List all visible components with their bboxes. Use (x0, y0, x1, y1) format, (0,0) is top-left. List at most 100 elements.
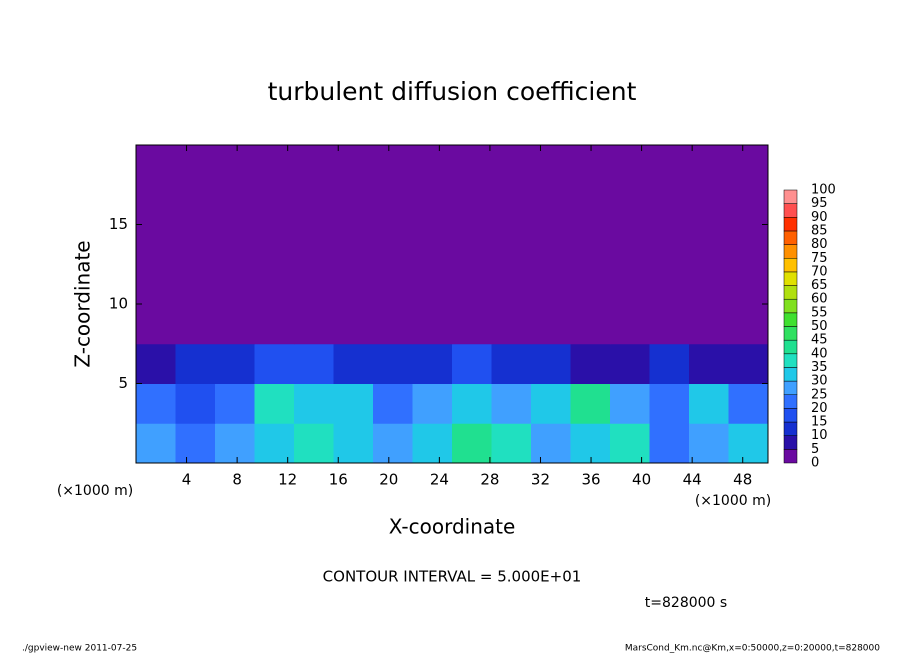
heatmap-cell (373, 264, 413, 305)
heatmap-cell (491, 145, 532, 186)
heatmap-cell (689, 383, 729, 424)
heatmap-cell (294, 264, 334, 305)
colorbar-box (783, 230, 798, 245)
heatmap-cell (491, 184, 532, 225)
heatmap-cell (175, 224, 216, 265)
heatmap-cell (373, 383, 413, 424)
heatmap-cell (689, 224, 729, 265)
heatmap-cell (254, 383, 295, 424)
heatmap-cell (728, 184, 769, 225)
heatmap-cell (373, 145, 413, 186)
colorbar-label: 15 (811, 415, 828, 430)
colorbar-box (783, 298, 798, 314)
colorbar-box (783, 367, 798, 382)
heatmap-cell (254, 145, 295, 186)
heatmap-cell (412, 343, 453, 384)
heatmap-cell (689, 423, 729, 464)
heatmap-cell (610, 423, 650, 464)
heatmap-cell (412, 423, 453, 464)
heatmap-cell (215, 343, 255, 384)
heatmap-cell (373, 304, 413, 345)
colorbar-label: 70 (811, 264, 828, 279)
heatmap-cell (452, 145, 492, 186)
heatmap-cell (215, 145, 255, 186)
heatmap-cell (728, 423, 769, 464)
heatmap-cell (412, 264, 453, 305)
colorbar-box (783, 326, 798, 341)
time-label: t=828000 s (645, 595, 727, 611)
heatmap-cell (570, 304, 611, 345)
heatmap-cell (215, 224, 255, 265)
heatmap-cell (491, 343, 532, 384)
heatmap-cell (175, 304, 216, 345)
heatmap-cell (412, 145, 453, 186)
heatmap-cell (491, 423, 532, 464)
heatmap-cell (689, 304, 729, 345)
heatmap-cell (175, 264, 216, 305)
x-tick-label: 24 (430, 471, 449, 489)
colorbar-label: 10 (811, 428, 828, 443)
y-tick-label: 10 (109, 295, 128, 313)
heatmap-cell (531, 304, 571, 345)
footer-left: ./gpview-new 2011-07-25 (22, 644, 137, 654)
heatmap-cell (689, 145, 729, 186)
heatmap-cell (491, 304, 532, 345)
colorbar-box (783, 435, 798, 450)
heatmap-cell (452, 264, 492, 305)
colorbar-box (783, 339, 798, 355)
heatmap-cell (175, 343, 216, 384)
heatmap-cell (689, 184, 729, 225)
colorbar-label: 5 (811, 442, 819, 457)
colorbar-label: 35 (811, 360, 828, 375)
heatmap-cell (649, 184, 690, 225)
heatmap-cell (728, 224, 769, 265)
heatmap-cell (136, 264, 176, 305)
colorbar-box (783, 285, 798, 300)
heatmap-cell (452, 423, 492, 464)
colorbar-label: 80 (811, 237, 828, 252)
x-tick-label: 44 (683, 471, 702, 489)
heatmap-cell (333, 224, 374, 265)
colorbar-label: 30 (811, 374, 828, 389)
colorbar-label: 45 (811, 333, 828, 348)
footer-right: MarsCond_Km.nc@Km,x=0:50000,z=0:20000,t=… (625, 644, 880, 654)
colorbar-box (783, 380, 798, 396)
colorbar-box (783, 449, 798, 464)
heatmap-cell (412, 224, 453, 265)
heatmap-cell (531, 224, 571, 265)
heatmap-cell (531, 383, 571, 424)
heatmap-cell (728, 343, 769, 384)
heatmap-cell (728, 304, 769, 345)
colorbar-box (783, 353, 798, 368)
heatmap-cell (333, 383, 374, 424)
heatmap-cell (610, 343, 650, 384)
y-tick-label: 5 (118, 374, 128, 392)
x-tick-label: 32 (531, 471, 550, 489)
colorbar-box (783, 258, 798, 273)
colorbar-label: 55 (811, 305, 828, 320)
colorbar-label: 20 (811, 401, 828, 416)
colorbar-box (783, 312, 798, 327)
heatmap-cell (531, 184, 571, 225)
y-unit-label: (×1000 m) (57, 483, 133, 499)
heatmap-cell (649, 224, 690, 265)
heatmap-cell (254, 423, 295, 464)
heatmap-cell (215, 423, 255, 464)
colorbar-box (783, 189, 798, 204)
heatmap-cell (452, 304, 492, 345)
heatmap-cell (136, 423, 176, 464)
x-tick-label: 20 (379, 471, 398, 489)
heatmap-cell (491, 383, 532, 424)
x-tick-label: 36 (581, 471, 600, 489)
heatmap-cell (294, 383, 334, 424)
heatmap-cell (215, 184, 255, 225)
heatmap-cell (136, 343, 176, 384)
heatmap-cell (333, 184, 374, 225)
heatmap-cell (649, 343, 690, 384)
heatmap-cell (254, 184, 295, 225)
heatmap-cell (294, 224, 334, 265)
heatmap-cell (254, 304, 295, 345)
heatmap-cell (570, 343, 611, 384)
heatmap-cell (610, 224, 650, 265)
